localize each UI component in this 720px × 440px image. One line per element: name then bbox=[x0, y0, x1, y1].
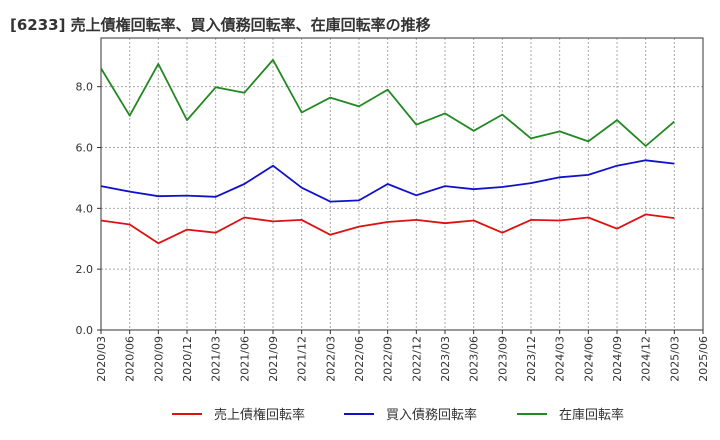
y-tick-label: 4.0 bbox=[76, 202, 94, 215]
series-line-2 bbox=[100, 159, 675, 203]
series-line-3 bbox=[100, 59, 675, 147]
y-tick-label: 0.0 bbox=[76, 324, 94, 337]
x-tick-label: 2024/12 bbox=[640, 336, 653, 382]
x-tick-label: 2025/03 bbox=[668, 336, 681, 382]
x-tick-label: 2020/09 bbox=[152, 336, 165, 382]
x-tick-label: 2024/09 bbox=[611, 336, 624, 382]
y-tick-label: 8.0 bbox=[76, 81, 94, 94]
x-tick-label: 2022/06 bbox=[353, 336, 366, 382]
x-tick-label: 2022/09 bbox=[382, 336, 395, 382]
x-tick-label: 2023/12 bbox=[525, 336, 538, 382]
x-tick-label: 2020/12 bbox=[181, 336, 194, 382]
x-tick-label: 2020/03 bbox=[95, 336, 108, 382]
y-tick-label: 2.0 bbox=[76, 263, 94, 276]
x-tick-label: 2023/09 bbox=[496, 336, 509, 382]
x-tick-label: 2024/03 bbox=[554, 336, 567, 382]
chart-title: [6233] 売上債権回転率、買入債務回転率、在庫回転率の推移 bbox=[10, 16, 431, 34]
x-tick-label: 2025/06 bbox=[697, 336, 710, 382]
x-tick-label: 2020/06 bbox=[124, 336, 137, 382]
x-tick-label: 2021/06 bbox=[238, 336, 251, 382]
y-tick-label: 6.0 bbox=[76, 142, 94, 155]
x-tick-label: 2023/03 bbox=[439, 336, 452, 382]
legend-label-2: 買入債務回転率 bbox=[386, 407, 477, 423]
x-tick-label: 2021/09 bbox=[267, 336, 280, 382]
legend-label-3: 在庫回転率 bbox=[559, 407, 624, 423]
x-tick-label: 2022/12 bbox=[410, 336, 423, 382]
x-tick-label: 2021/12 bbox=[296, 336, 309, 382]
x-tick-label: 2022/03 bbox=[324, 336, 337, 382]
x-tick-label: 2021/03 bbox=[210, 336, 223, 382]
series-line-1 bbox=[100, 213, 675, 245]
x-tick-label: 2024/06 bbox=[582, 336, 595, 382]
x-tick-label: 2023/06 bbox=[468, 336, 481, 382]
plot-frame bbox=[100, 37, 704, 331]
legend-label-1: 売上債権回転率 bbox=[214, 407, 305, 423]
